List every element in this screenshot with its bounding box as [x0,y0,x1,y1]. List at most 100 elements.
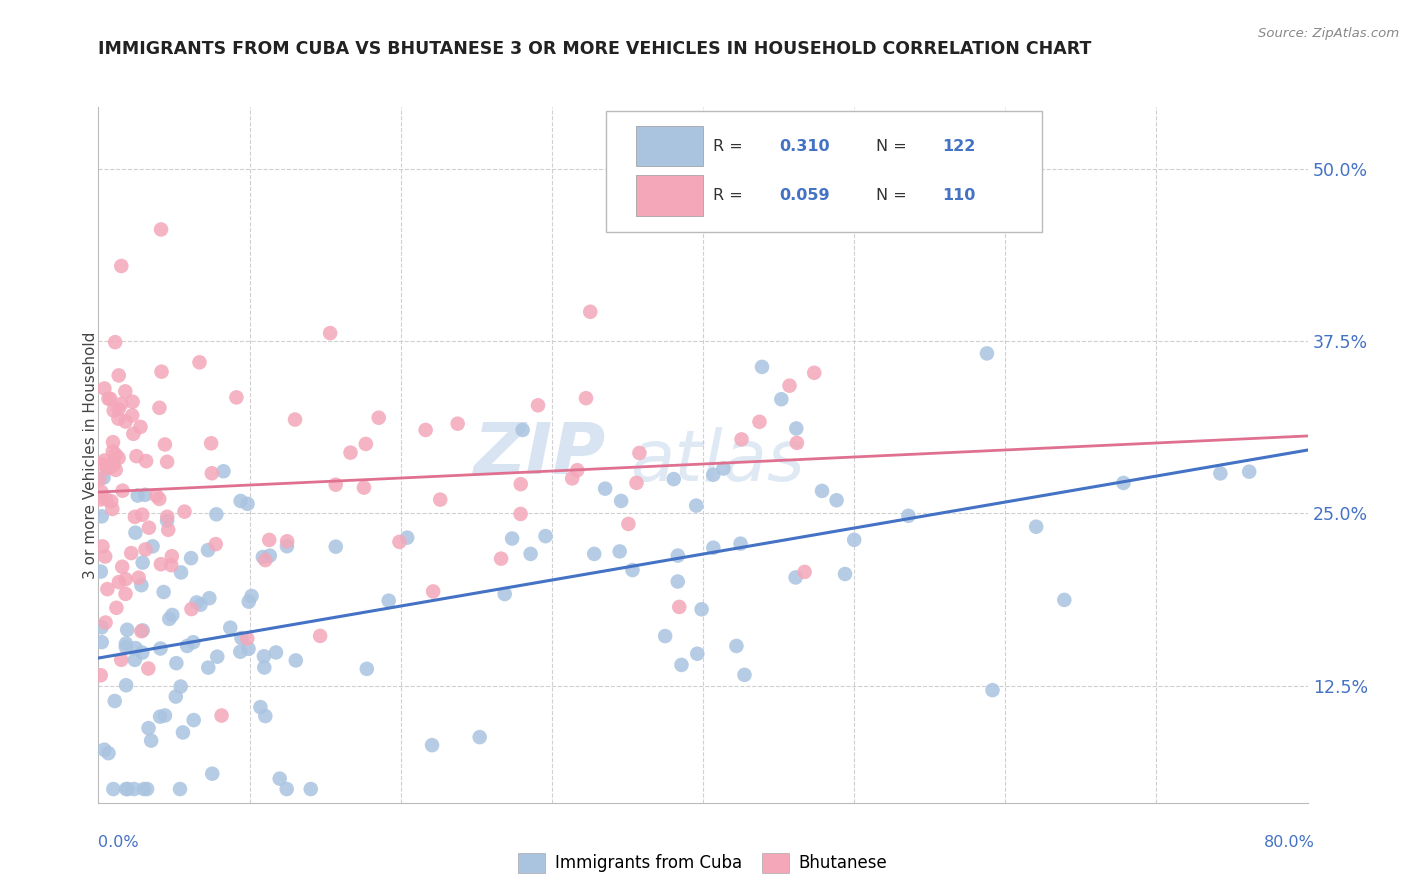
Point [666,574,689,589]
Point [501,532,523,546]
Point [1209,467,1232,481]
Point [110,259,132,273]
Point [284,653,307,667]
Point [593,482,616,496]
Point [90,635,112,649]
Point [468,730,491,744]
Point [170,566,193,580]
Text: 0.059: 0.059 [779,188,830,202]
Point [90,668,112,682]
Point [131,556,153,570]
Point [354,437,377,451]
Point [702,467,724,482]
Point [138,521,160,535]
Point [103,458,125,472]
Point [101,502,124,516]
Point [897,508,920,523]
Point [134,542,156,557]
Point [534,529,557,543]
Point [770,392,793,407]
Point [617,516,640,531]
Point [205,508,228,522]
Text: R =: R = [713,138,748,153]
Point [117,782,139,797]
Point [367,410,389,425]
Point [219,621,242,635]
Point [162,607,184,622]
Point [186,595,208,609]
Point [628,446,651,460]
Point [150,222,173,236]
Point [415,423,437,437]
Point [254,553,277,567]
Point [96,492,118,507]
Point [134,488,156,502]
Point [107,450,129,465]
Point [396,531,419,545]
Text: 0.0%: 0.0% [98,836,139,850]
Point [122,782,145,797]
Point [198,591,221,606]
Point [211,708,233,723]
Point [169,782,191,797]
Point [201,766,224,780]
Point [107,368,129,383]
Point [97,392,120,406]
Point [730,433,752,447]
Point [730,536,752,550]
Point [188,355,211,369]
Point [257,533,280,547]
Point [825,493,848,508]
Text: atlas: atlas [630,427,806,496]
Point [89,472,111,486]
Point [353,481,375,495]
Point [429,492,451,507]
Point [152,585,174,599]
Point [803,366,825,380]
Point [785,421,807,435]
Point [110,653,132,667]
Point [149,641,172,656]
Point [157,612,180,626]
Point [519,547,541,561]
Point [377,593,399,607]
Point [561,471,583,485]
Point [105,600,128,615]
Point [93,470,115,484]
Point [207,649,229,664]
Point [325,477,347,491]
Point [96,582,118,596]
Point [786,435,808,450]
Point [204,537,226,551]
Point [734,668,756,682]
Point [276,539,298,553]
Point [180,551,202,566]
Point [149,557,172,571]
Point [93,382,115,396]
Text: N =: N = [876,188,911,202]
Point [165,690,187,704]
Point [181,635,204,649]
Point [145,489,167,503]
Point [229,645,252,659]
Point [121,409,143,423]
Point [626,475,648,490]
Point [96,461,118,475]
Point [583,547,606,561]
Point [579,305,602,319]
Point [575,391,598,405]
Y-axis label: 3 or more Vehicles in Household: 3 or more Vehicles in Household [83,331,97,579]
Point [114,587,136,601]
Point [101,455,124,469]
Point [153,708,176,723]
Point [103,782,125,797]
Point [114,572,136,586]
Point [751,359,773,374]
Point [93,453,115,467]
Point [91,540,114,554]
Point [107,411,129,425]
Point [120,546,142,560]
Text: IMMIGRANTS FROM CUBA VS BHUTANESE 3 OR MORE VEHICLES IN HOUSEHOLD CORRELATION CH: IMMIGRANTS FROM CUBA VS BHUTANESE 3 OR M… [98,40,1092,58]
Point [567,463,589,477]
Point [156,509,179,524]
